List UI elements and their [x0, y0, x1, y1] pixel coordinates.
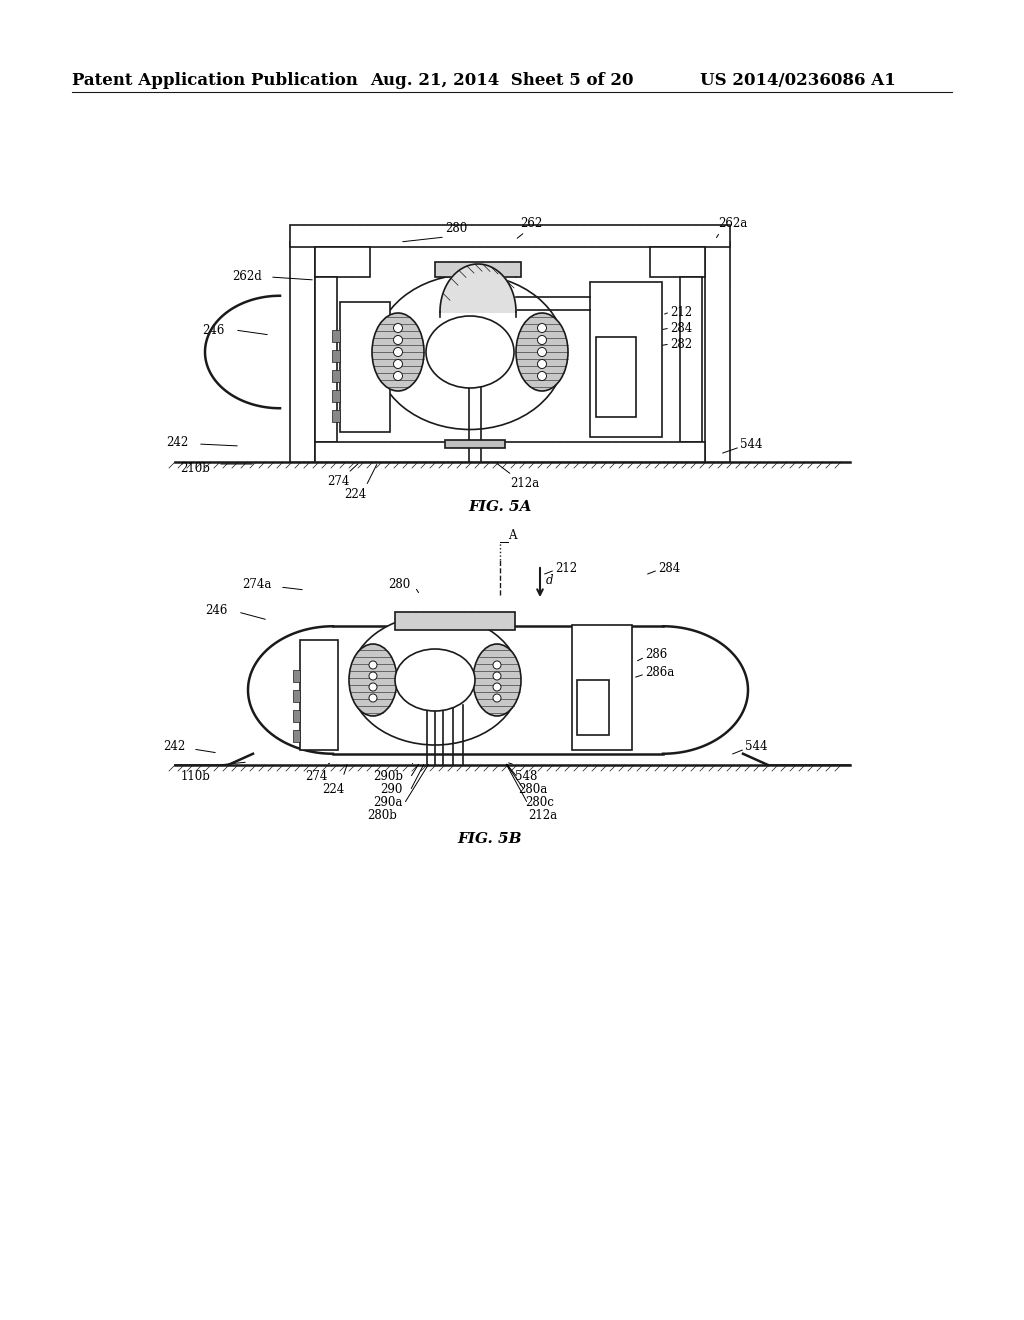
Polygon shape [248, 626, 333, 754]
Circle shape [493, 661, 501, 669]
Text: 242: 242 [166, 436, 188, 449]
Bar [315, 277, 337, 442]
Bar [650, 247, 705, 277]
Text: 282: 282 [670, 338, 692, 351]
Text: 544: 544 [745, 741, 768, 754]
Text: 280a: 280a [518, 783, 547, 796]
Bar [572, 624, 632, 750]
Text: 290b: 290b [373, 770, 403, 783]
Bar [577, 680, 609, 735]
Text: 224: 224 [344, 488, 367, 502]
Text: 212: 212 [555, 561, 578, 574]
Bar [332, 350, 340, 362]
Text: 212: 212 [670, 305, 692, 318]
Text: FIG. 5B: FIG. 5B [458, 832, 522, 846]
Ellipse shape [372, 313, 424, 391]
Bar [290, 242, 315, 462]
Text: Aug. 21, 2014  Sheet 5 of 20: Aug. 21, 2014 Sheet 5 of 20 [370, 73, 634, 88]
Text: d: d [546, 573, 554, 586]
Circle shape [369, 672, 377, 680]
Ellipse shape [350, 615, 520, 744]
Text: 284: 284 [670, 322, 692, 334]
Bar [290, 224, 730, 247]
Bar [315, 247, 370, 277]
Bar [293, 690, 300, 702]
Text: 548: 548 [515, 770, 538, 783]
Text: 210b: 210b [180, 462, 210, 475]
Circle shape [369, 694, 377, 702]
Text: 284: 284 [658, 561, 680, 574]
Text: 280: 280 [445, 222, 467, 235]
Text: 274a: 274a [243, 578, 272, 591]
Circle shape [538, 359, 547, 368]
Ellipse shape [375, 275, 565, 429]
Bar [705, 242, 730, 462]
Bar [395, 612, 515, 630]
Text: 262a: 262a [718, 216, 748, 230]
Bar [332, 370, 340, 381]
Circle shape [493, 682, 501, 690]
Text: 280c: 280c [525, 796, 554, 809]
Bar [680, 277, 702, 442]
Circle shape [393, 371, 402, 380]
Ellipse shape [516, 313, 568, 391]
Text: 262: 262 [520, 216, 543, 230]
Bar [332, 389, 340, 403]
Text: 286a: 286a [645, 665, 674, 678]
Bar [315, 442, 705, 462]
Text: 212a: 212a [510, 477, 539, 490]
Text: 246: 246 [206, 603, 228, 616]
Text: 274: 274 [305, 770, 328, 783]
Bar [590, 282, 662, 437]
Bar [445, 440, 505, 447]
Circle shape [393, 347, 402, 356]
Text: 262d: 262d [232, 271, 262, 284]
Text: 280: 280 [388, 578, 410, 591]
Circle shape [369, 661, 377, 669]
Text: 544: 544 [740, 438, 763, 451]
Polygon shape [440, 264, 516, 312]
Bar [435, 261, 521, 277]
Ellipse shape [349, 644, 397, 715]
Text: 224: 224 [322, 783, 344, 796]
Text: 290a: 290a [374, 796, 403, 809]
Text: 280b: 280b [368, 809, 397, 822]
Circle shape [538, 323, 547, 333]
Circle shape [393, 323, 402, 333]
Bar [293, 730, 300, 742]
Circle shape [538, 347, 547, 356]
Circle shape [493, 672, 501, 680]
Circle shape [393, 359, 402, 368]
Text: A: A [508, 529, 516, 543]
Bar [300, 640, 338, 750]
Text: 290: 290 [381, 783, 403, 796]
Text: FIG. 5A: FIG. 5A [468, 500, 531, 513]
Text: 274: 274 [327, 475, 349, 488]
Bar [332, 411, 340, 422]
Bar [293, 671, 300, 682]
Circle shape [369, 682, 377, 690]
Bar [293, 710, 300, 722]
Circle shape [538, 371, 547, 380]
Bar [332, 330, 340, 342]
Ellipse shape [473, 644, 521, 715]
Text: 212a: 212a [528, 809, 557, 822]
Circle shape [538, 335, 547, 345]
Text: US 2014/0236086 A1: US 2014/0236086 A1 [700, 73, 896, 88]
Ellipse shape [395, 649, 475, 711]
Circle shape [393, 335, 402, 345]
Circle shape [493, 694, 501, 702]
Text: 110b: 110b [180, 770, 210, 783]
Text: 246: 246 [203, 323, 225, 337]
Ellipse shape [426, 315, 514, 388]
Bar [340, 302, 390, 432]
Text: 286: 286 [645, 648, 668, 661]
Text: 242: 242 [163, 741, 185, 754]
Bar [596, 337, 636, 417]
Text: Patent Application Publication: Patent Application Publication [72, 73, 357, 88]
